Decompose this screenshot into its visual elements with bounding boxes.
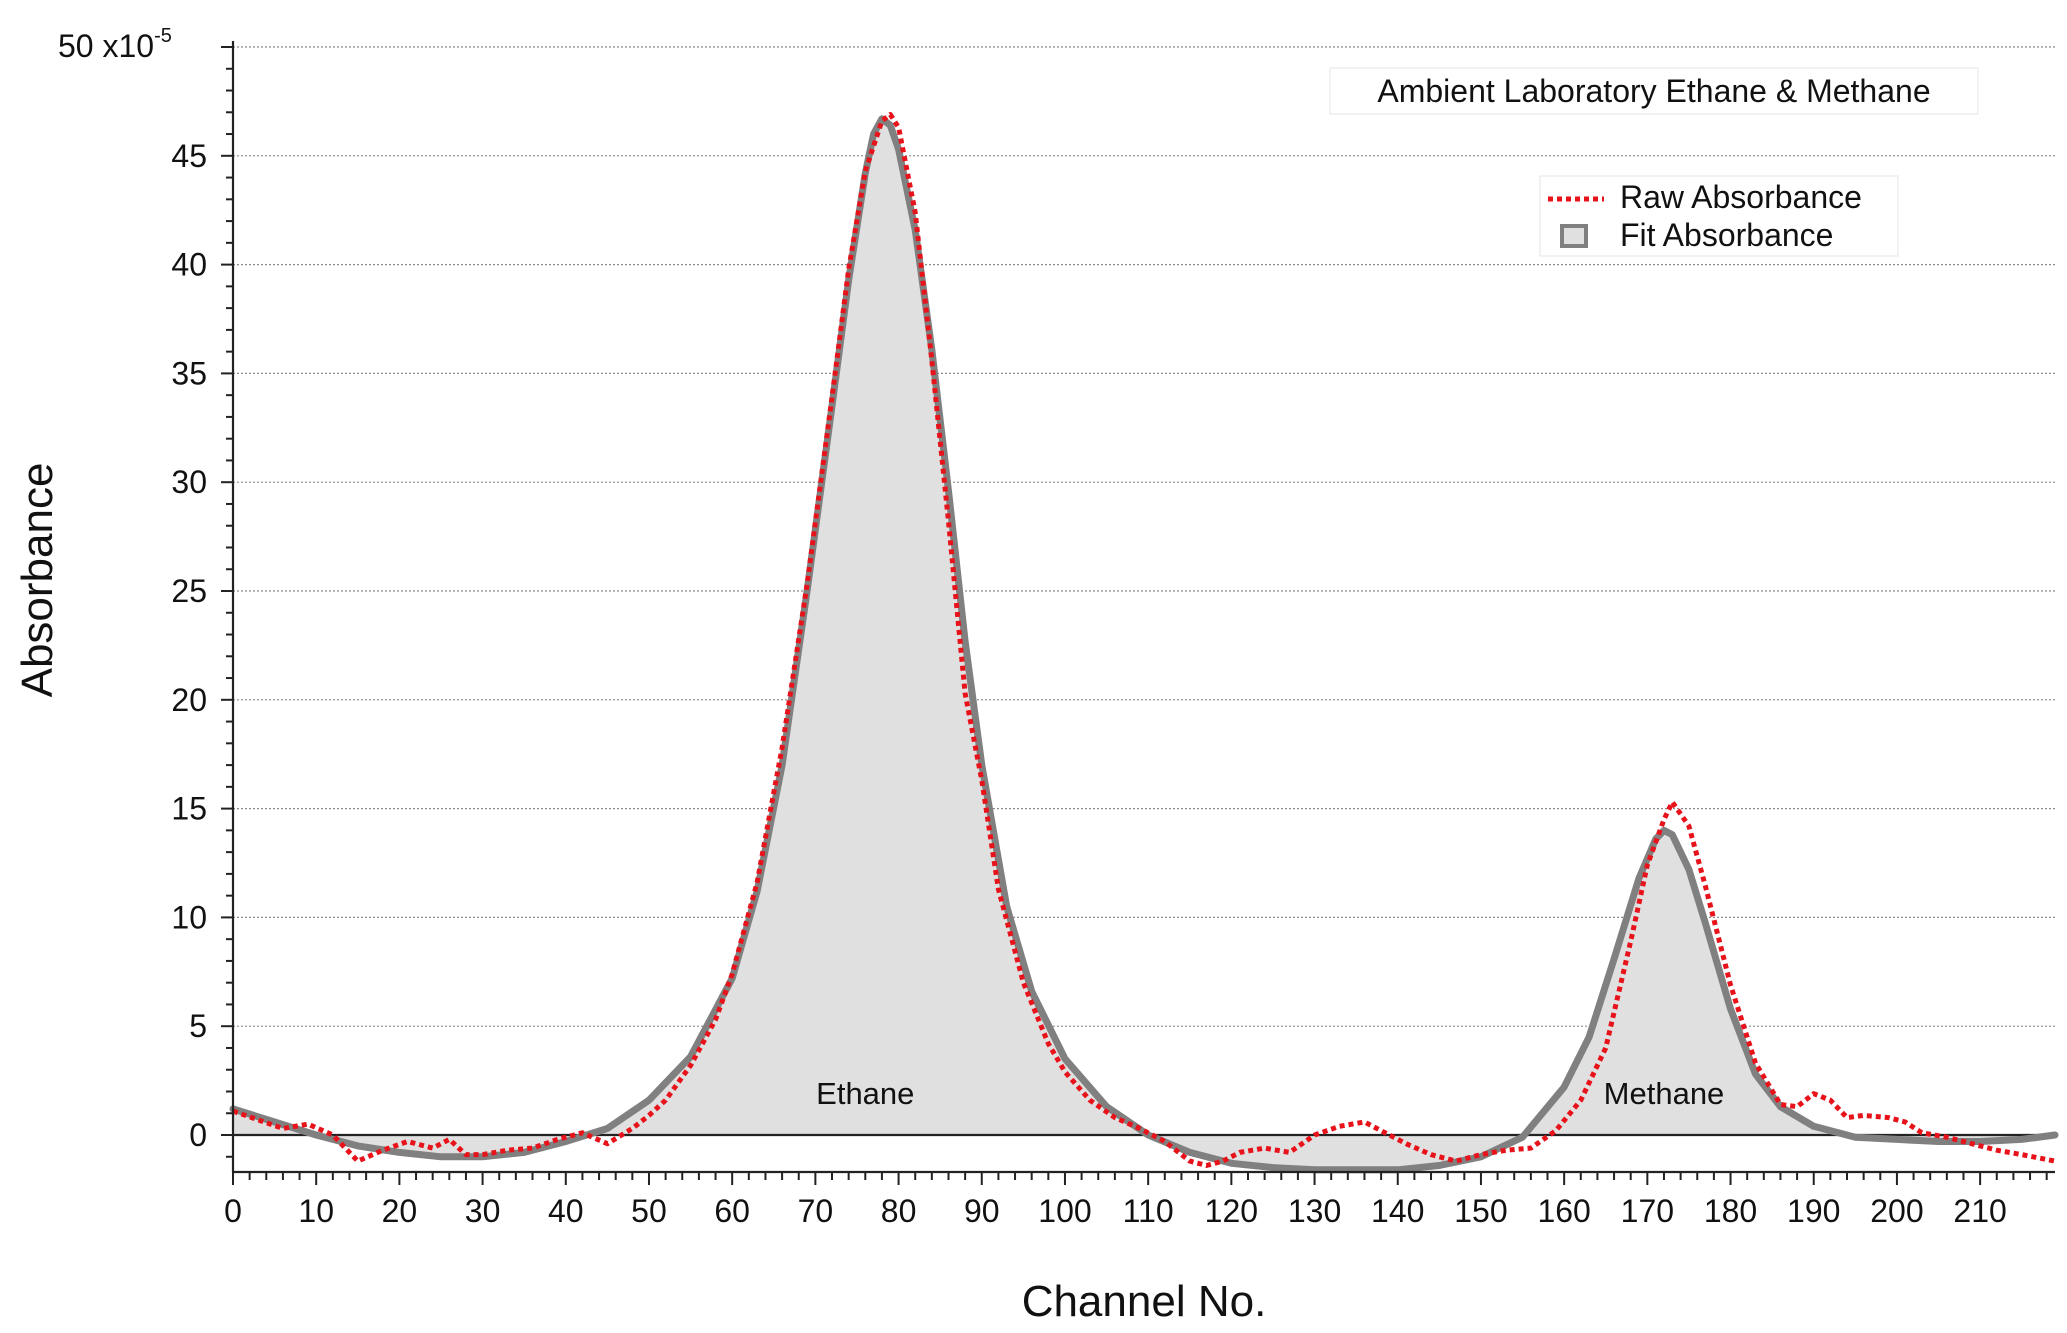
y-tick-label-15: 15: [171, 791, 207, 827]
x-tick-label-160: 160: [1537, 1193, 1590, 1229]
fit-absorbance-area: [233, 118, 2055, 1170]
x-axis-title: Channel No.: [1022, 1277, 1267, 1326]
y-tick-label-30: 30: [171, 464, 207, 500]
x-tick-label-80: 80: [881, 1193, 917, 1229]
legend-swatch-fit: [1560, 224, 1588, 248]
x-tick-label-210: 210: [1953, 1193, 2006, 1229]
x-tick-label-0: 0: [224, 1193, 242, 1229]
y-tick-label-25: 25: [171, 573, 207, 609]
x-tick-label-200: 200: [1870, 1193, 1923, 1229]
x-tick-label-20: 20: [382, 1193, 418, 1229]
x-tick-label-130: 130: [1288, 1193, 1341, 1229]
x-tick-label-180: 180: [1704, 1193, 1757, 1229]
x-tick-label-10: 10: [298, 1193, 334, 1229]
x-tick-label-50: 50: [631, 1193, 667, 1229]
fit-absorbance-line: [229, 115, 2059, 1174]
y-tick-label-5: 5: [189, 1008, 207, 1044]
raw-absorbance-line: [232, 112, 2056, 1168]
peak-label-methane: Methane: [1604, 1076, 1725, 1111]
x-tick-label-150: 150: [1454, 1193, 1507, 1229]
x-tick-label-120: 120: [1205, 1193, 1258, 1229]
title-box: [1329, 67, 1979, 115]
y-tick-label-35: 35: [171, 355, 207, 391]
y-top-label-exponent: -5: [154, 25, 172, 47]
y-top-tick-label: 50 x10-5: [58, 25, 172, 64]
chart-title: Ambient Laboratory Ethane & Methane: [1377, 73, 1930, 109]
axes: 0 5 10 15 20 25 30 35 40 45 0 10 20 30 40 50 60 70 80 90 100…: [171, 41, 2055, 1229]
fit-absorbance-series: [229, 115, 2059, 1174]
legend: Raw Absorbance Fit Absorbance: [1539, 175, 1899, 257]
y-tick-label-0: 0: [189, 1117, 207, 1153]
y-tick-label-20: 20: [171, 682, 207, 718]
y-tick-label-10: 10: [171, 899, 207, 935]
x-tick-label-60: 60: [714, 1193, 750, 1229]
peak-label-ethane: Ethane: [816, 1076, 914, 1111]
x-tick-label-90: 90: [964, 1193, 1000, 1229]
x-tick-label-140: 140: [1371, 1193, 1424, 1229]
x-tick-label-170: 170: [1621, 1193, 1674, 1229]
x-tick-label-70: 70: [798, 1193, 834, 1229]
y-axis-title: Absorbance: [13, 463, 62, 698]
y-top-label-base: 50 x10: [58, 28, 154, 64]
peak-annotations: Ethane Methane: [816, 1076, 1724, 1111]
y-tick-label-45: 45: [171, 138, 207, 174]
x-tick-label-110: 110: [1123, 1193, 1174, 1229]
x-tick-label-190: 190: [1787, 1193, 1840, 1229]
raw-absorbance-series: [232, 112, 2056, 1168]
y-tick-label-40: 40: [171, 247, 207, 283]
legend-label-fit: Fit Absorbance: [1620, 217, 1833, 253]
legend-box: [1539, 175, 1899, 257]
x-tick-label-40: 40: [548, 1193, 584, 1229]
legend-label-raw: Raw Absorbance: [1620, 179, 1862, 215]
x-tick-label-30: 30: [465, 1193, 501, 1229]
x-tick-label-100: 100: [1038, 1193, 1091, 1229]
